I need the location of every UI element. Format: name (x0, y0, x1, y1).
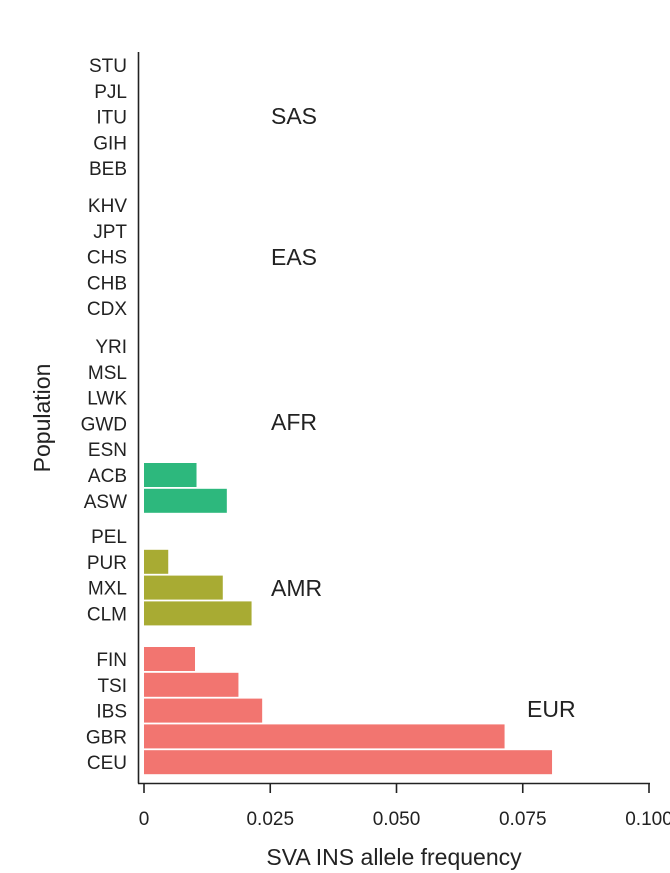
x-tick-label: 0.025 (246, 809, 294, 830)
group-label-eur: EUR (527, 696, 576, 722)
category-label-chb: CHB (87, 273, 127, 294)
category-label-gwd: GWD (81, 414, 127, 435)
category-label-msl: MSL (88, 363, 127, 384)
x-axis-title: SVA INS allele frequency (266, 844, 522, 870)
category-label-jpt: JPT (93, 222, 127, 243)
bar-asw (144, 488, 227, 513)
category-labels: STU PJL ITU GIH BEB KHV JPT CHS CHB CDX YRI MSL LWK G… (81, 56, 128, 774)
category-label-tsi: TSI (97, 676, 127, 697)
category-label-clm: CLM (87, 604, 127, 625)
category-label-itu: ITU (96, 108, 127, 129)
group-label-eas: EAS (271, 244, 317, 270)
bar-ibs (144, 698, 263, 723)
x-tick-label: 0 (139, 809, 150, 830)
category-label-pjl: PJL (94, 82, 127, 103)
bar-clm (144, 601, 252, 626)
category-label-ceu: CEU (87, 753, 127, 774)
category-label-lwk: LWK (87, 389, 127, 410)
bar-pur (144, 549, 169, 574)
category-label-gbr: GBR (86, 727, 127, 748)
category-label-ibs: IBS (96, 702, 127, 723)
bar-gbr (144, 724, 505, 749)
bar-ceu (144, 750, 553, 775)
group-labels: SAS EAS AFR AMR EUR (271, 103, 576, 722)
category-label-acb: ACB (88, 466, 127, 487)
category-label-yri: YRI (95, 337, 127, 358)
x-axis-ticks: 0 0.025 0.050 0.075 0.100 (139, 783, 670, 830)
axes (137, 52, 650, 785)
category-label-beb: BEB (89, 159, 127, 180)
category-label-mxl: MXL (88, 579, 127, 600)
x-tick-label: 0.075 (499, 809, 547, 830)
category-label-fin: FIN (96, 650, 127, 671)
category-label-cdx: CDX (87, 299, 127, 320)
category-label-esn: ESN (88, 440, 127, 461)
category-label-pur: PUR (87, 553, 127, 574)
group-label-sas: SAS (271, 103, 317, 129)
category-label-chs: CHS (87, 248, 127, 269)
bar-acb (144, 463, 197, 487)
bar-mxl (144, 575, 223, 600)
bar-fin (144, 647, 196, 671)
group-label-afr: AFR (271, 409, 317, 435)
category-label-pel: PEL (91, 527, 127, 548)
category-label-stu: STU (89, 56, 127, 77)
category-label-gih: GIH (93, 133, 127, 154)
bars-layer (144, 463, 553, 775)
x-tick-label: 0.050 (373, 809, 421, 830)
y-axis-title: Population (29, 364, 55, 473)
x-tick-label: 0.100 (625, 809, 670, 830)
category-label-asw: ASW (84, 492, 127, 513)
category-label-khv: KHV (88, 196, 127, 217)
group-label-amr: AMR (271, 575, 322, 601)
bar-tsi (144, 672, 239, 697)
